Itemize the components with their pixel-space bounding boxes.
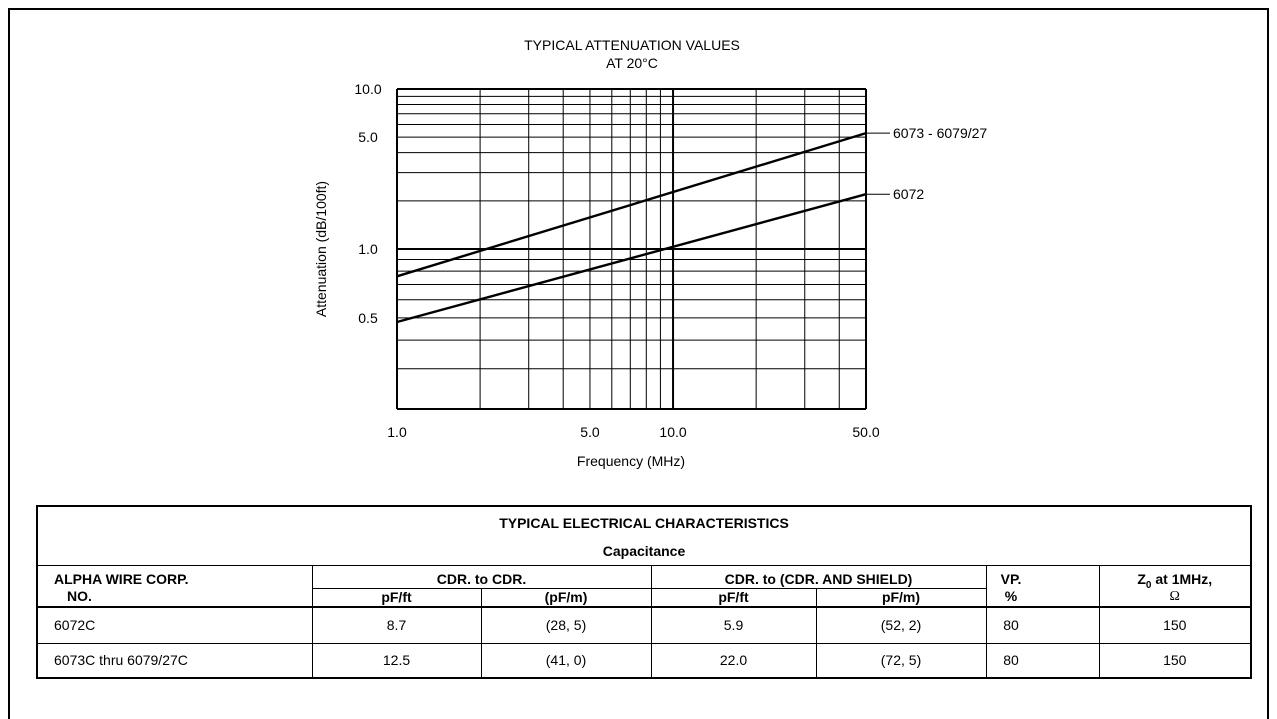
y-tick-label: 10.0 [354,81,381,97]
table-subheader-row: pF/ft (pF/m) pF/ft pF/m) [37,588,1251,608]
table-row: 6072C 8.7 (28, 5) 5.9 (52, 2) 80 150 [36,606,1252,644]
chart-title: TYPICAL ATTENUATION VALUES [524,37,740,53]
x-tick-label: 50.0 [852,424,879,440]
table-subtitle: Capacitance [602,543,686,559]
subheader-cdr-pf-m: (pF/m) [480,588,652,608]
x-tick-label: 10.0 [659,424,686,440]
x-tick-label: 1.0 [387,424,407,440]
header-vp: VP. % [985,565,1100,608]
cell-cdr-pf-ft: 12.5 [311,642,482,679]
header-group-cdr-to-cdr-shield: CDR. to (CDR. AND SHIELD) [650,565,987,589]
series-label: 6072 [893,186,924,202]
cell-cdr-pf-ft: 8.7 [311,606,482,644]
series-label: 6073 - 6079/27 [893,125,987,141]
y-tick-label: 0.5 [358,310,378,326]
x-axis-label: Frequency (MHz) [577,453,685,469]
cell-vp: 80 [985,642,1100,679]
cell-impedance: 150 [1098,642,1252,679]
table-header-row: ALPHA WIRE CORP. NO. CDR. to CDR. CDR. t… [36,565,1252,608]
x-tick-label: 5.0 [580,424,600,440]
header-z-symbol: Z [1137,571,1146,587]
subheader-shield-pf-m: pF/m) [815,588,987,608]
subheader-shield-pf-ft: pF/ft [650,588,817,608]
header-z-rest: at 1MHz, [1151,571,1213,587]
cell-part-number: 6073C thru 6079/27C [36,642,313,679]
header-impedance-unit: Ω [1169,589,1180,604]
cell-shield-pf-ft: 22.0 [650,642,817,679]
header-impedance: Z0 at 1MHz, Ω [1098,565,1252,608]
y-axis-label: Attenuation (dB/100ft) [313,181,329,317]
page-frame [8,8,1269,719]
table-title: TYPICAL ELECTRICAL CHARACTERISTICS [499,515,789,531]
series-line-6072 [396,193,867,324]
cell-part-number: 6072C [36,606,313,644]
header-part-line1: ALPHA WIRE CORP. [54,571,189,587]
cell-shield-pf-m: (72, 5) [815,642,987,679]
header-impedance-line1: Z0 at 1MHz, [1100,571,1251,591]
cell-vp: 80 [985,606,1100,644]
y-tick-label: 1.0 [358,241,378,257]
cell-impedance: 150 [1098,606,1252,644]
attenuation-chart: TYPICAL ATTENUATION VALUES AT 20°C Atten… [313,37,987,469]
cell-cdr-pf-m: (41, 0) [480,642,652,679]
cell-cdr-pf-m: (28, 5) [480,606,652,644]
cell-shield-pf-m: (52, 2) [815,606,987,644]
cell-shield-pf-ft: 5.9 [650,606,817,644]
header-part-number: ALPHA WIRE CORP. NO. [36,565,313,608]
header-z-subscript: 0 [1145,579,1152,591]
subheader-cdr-pf-ft: pF/ft [311,588,482,608]
table-row: 6073C thru 6079/27C 12.5 (41, 0) 22.0 (7… [36,642,1252,679]
series-line-6073-6079-27 [396,131,867,278]
plot-area: 10.0 5.0 1.0 0.5 1.0 5.0 10.0 50.0 6073 - 6079/2… [354,81,987,440]
chart-subtitle: AT 20°C [606,55,658,71]
electrical-characteristics-table: TYPICAL ELECTRICAL CHARACTERISTICS Capac… [36,505,1253,679]
table-title-cell: TYPICAL ELECTRICAL CHARACTERISTICS Capac… [36,505,1252,566]
header-group-cdr-to-cdr: CDR. to CDR. [311,565,652,589]
y-tick-label: 5.0 [358,129,378,145]
header-part-line2: NO. [67,588,92,604]
header-vp-line1: VP. [1000,571,1022,587]
header-vp-line2: % [1004,588,1018,604]
table-title-row: TYPICAL ELECTRICAL CHARACTERISTICS Capac… [36,505,1252,566]
